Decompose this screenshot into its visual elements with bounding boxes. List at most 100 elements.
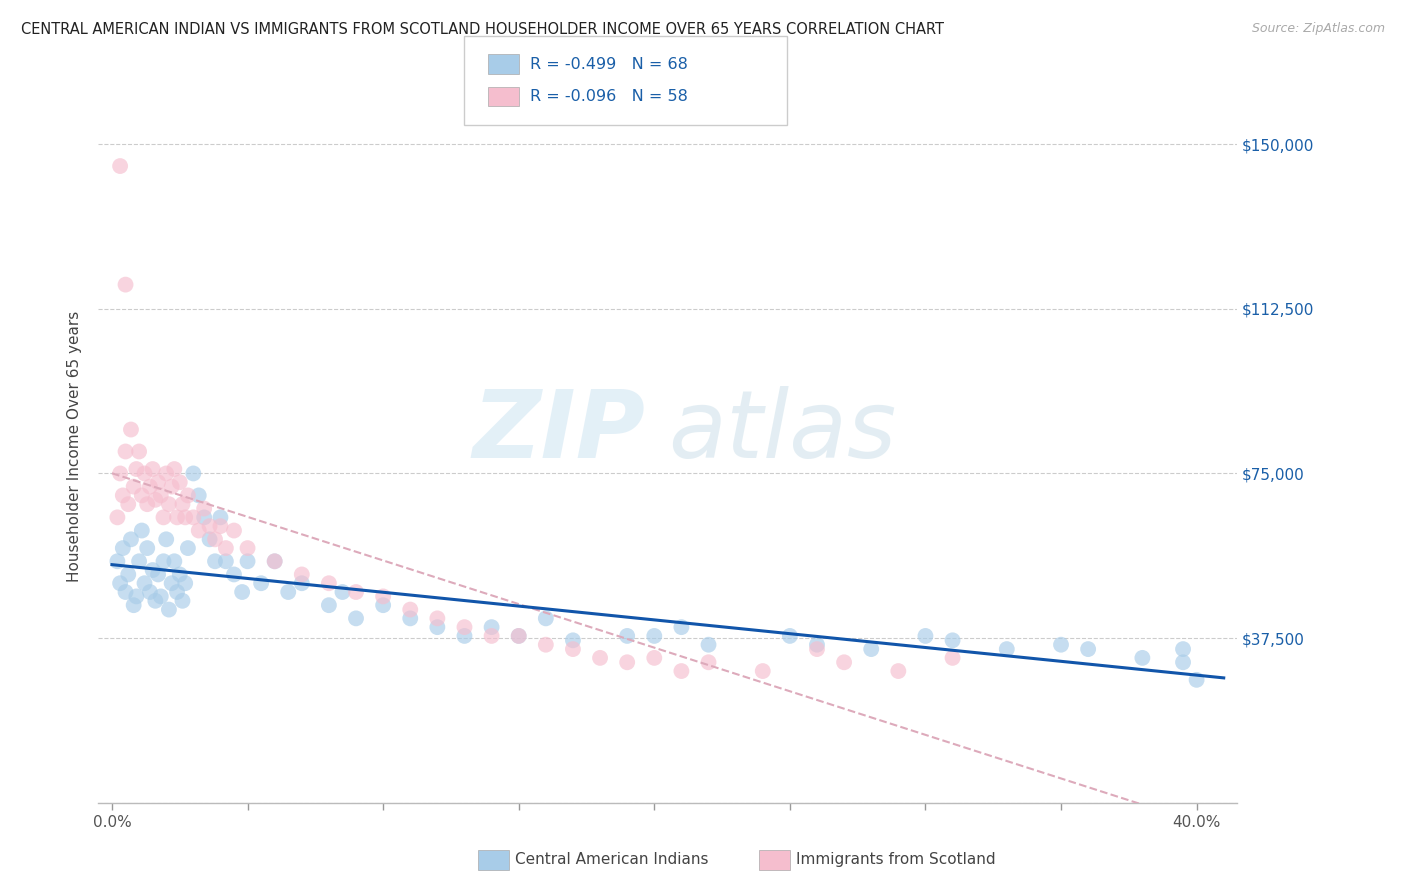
Text: R = -0.499   N = 68: R = -0.499 N = 68 [530,57,688,71]
Point [157,497,180,511]
Point [318,576,340,591]
Point [263,554,285,568]
Text: R = -0.096   N = 58: R = -0.096 N = 58 [530,89,688,103]
Point [204,554,226,568]
Point [263,554,285,568]
Point [508,629,530,643]
Point [453,620,475,634]
Point [562,633,585,648]
Text: Central American Indians: Central American Indians [515,853,709,867]
Point [125,462,148,476]
Point [1171,642,1194,657]
Point [806,638,828,652]
Point [107,554,129,568]
Point [174,510,197,524]
Point [453,629,475,643]
Point [277,585,299,599]
Point [291,567,314,582]
Point [236,554,259,568]
Point [146,567,169,582]
Point [166,510,188,524]
Point [860,642,883,657]
Point [152,554,174,568]
Point [222,567,245,582]
Point [111,541,134,555]
Point [1050,638,1073,652]
Point [107,510,129,524]
Point [399,611,422,625]
Point [1171,655,1194,669]
Point [108,467,131,481]
Point [534,611,557,625]
Point [616,655,638,669]
Point [139,585,162,599]
Point [371,598,394,612]
Point [697,638,720,652]
Point [160,480,183,494]
Y-axis label: Householder Income Over 65 years: Householder Income Over 65 years [67,310,83,582]
Point [198,519,221,533]
Point [616,629,638,643]
Point [163,554,186,568]
Point [344,611,367,625]
Point [1185,673,1208,687]
Point [142,563,165,577]
Point [166,585,188,599]
Point [344,585,367,599]
Point [371,590,394,604]
Text: atlas: atlas [668,386,896,477]
Point [149,488,172,502]
Point [114,444,136,458]
Point [481,629,503,643]
Point [183,467,205,481]
Point [134,576,156,591]
Point [806,642,828,657]
Point [589,651,612,665]
Point [131,488,153,502]
Point [142,462,165,476]
Point [643,629,665,643]
Point [187,488,209,502]
Point [250,576,273,591]
Point [134,467,156,481]
Point [291,576,314,591]
Point [152,510,174,524]
Point [942,651,965,665]
Point [426,611,449,625]
Point [128,444,150,458]
Point [193,501,215,516]
Point [752,664,775,678]
Text: ZIP: ZIP [472,385,645,478]
Point [779,629,801,643]
Point [155,533,177,547]
Point [108,159,131,173]
Point [187,524,209,538]
Point [157,602,180,616]
Point [236,541,259,555]
Point [481,620,503,634]
Point [318,598,340,612]
Point [562,642,585,657]
Point [172,497,194,511]
Point [1077,642,1099,657]
Point [169,475,191,490]
Text: Source: ZipAtlas.com: Source: ZipAtlas.com [1251,22,1385,36]
Point [508,629,530,643]
Point [111,488,134,502]
Point [117,497,139,511]
Point [145,594,167,608]
Point [643,651,665,665]
Point [146,475,169,490]
Point [671,664,693,678]
Point [534,638,557,652]
Point [942,633,965,648]
Point [163,462,186,476]
Point [114,277,136,292]
Point [128,554,150,568]
Point [177,541,200,555]
Point [198,533,221,547]
Point [155,467,177,481]
Text: Immigrants from Scotland: Immigrants from Scotland [796,853,995,867]
Point [122,598,145,612]
Text: CENTRAL AMERICAN INDIAN VS IMMIGRANTS FROM SCOTLAND HOUSEHOLDER INCOME OVER 65 Y: CENTRAL AMERICAN INDIAN VS IMMIGRANTS FR… [21,22,943,37]
